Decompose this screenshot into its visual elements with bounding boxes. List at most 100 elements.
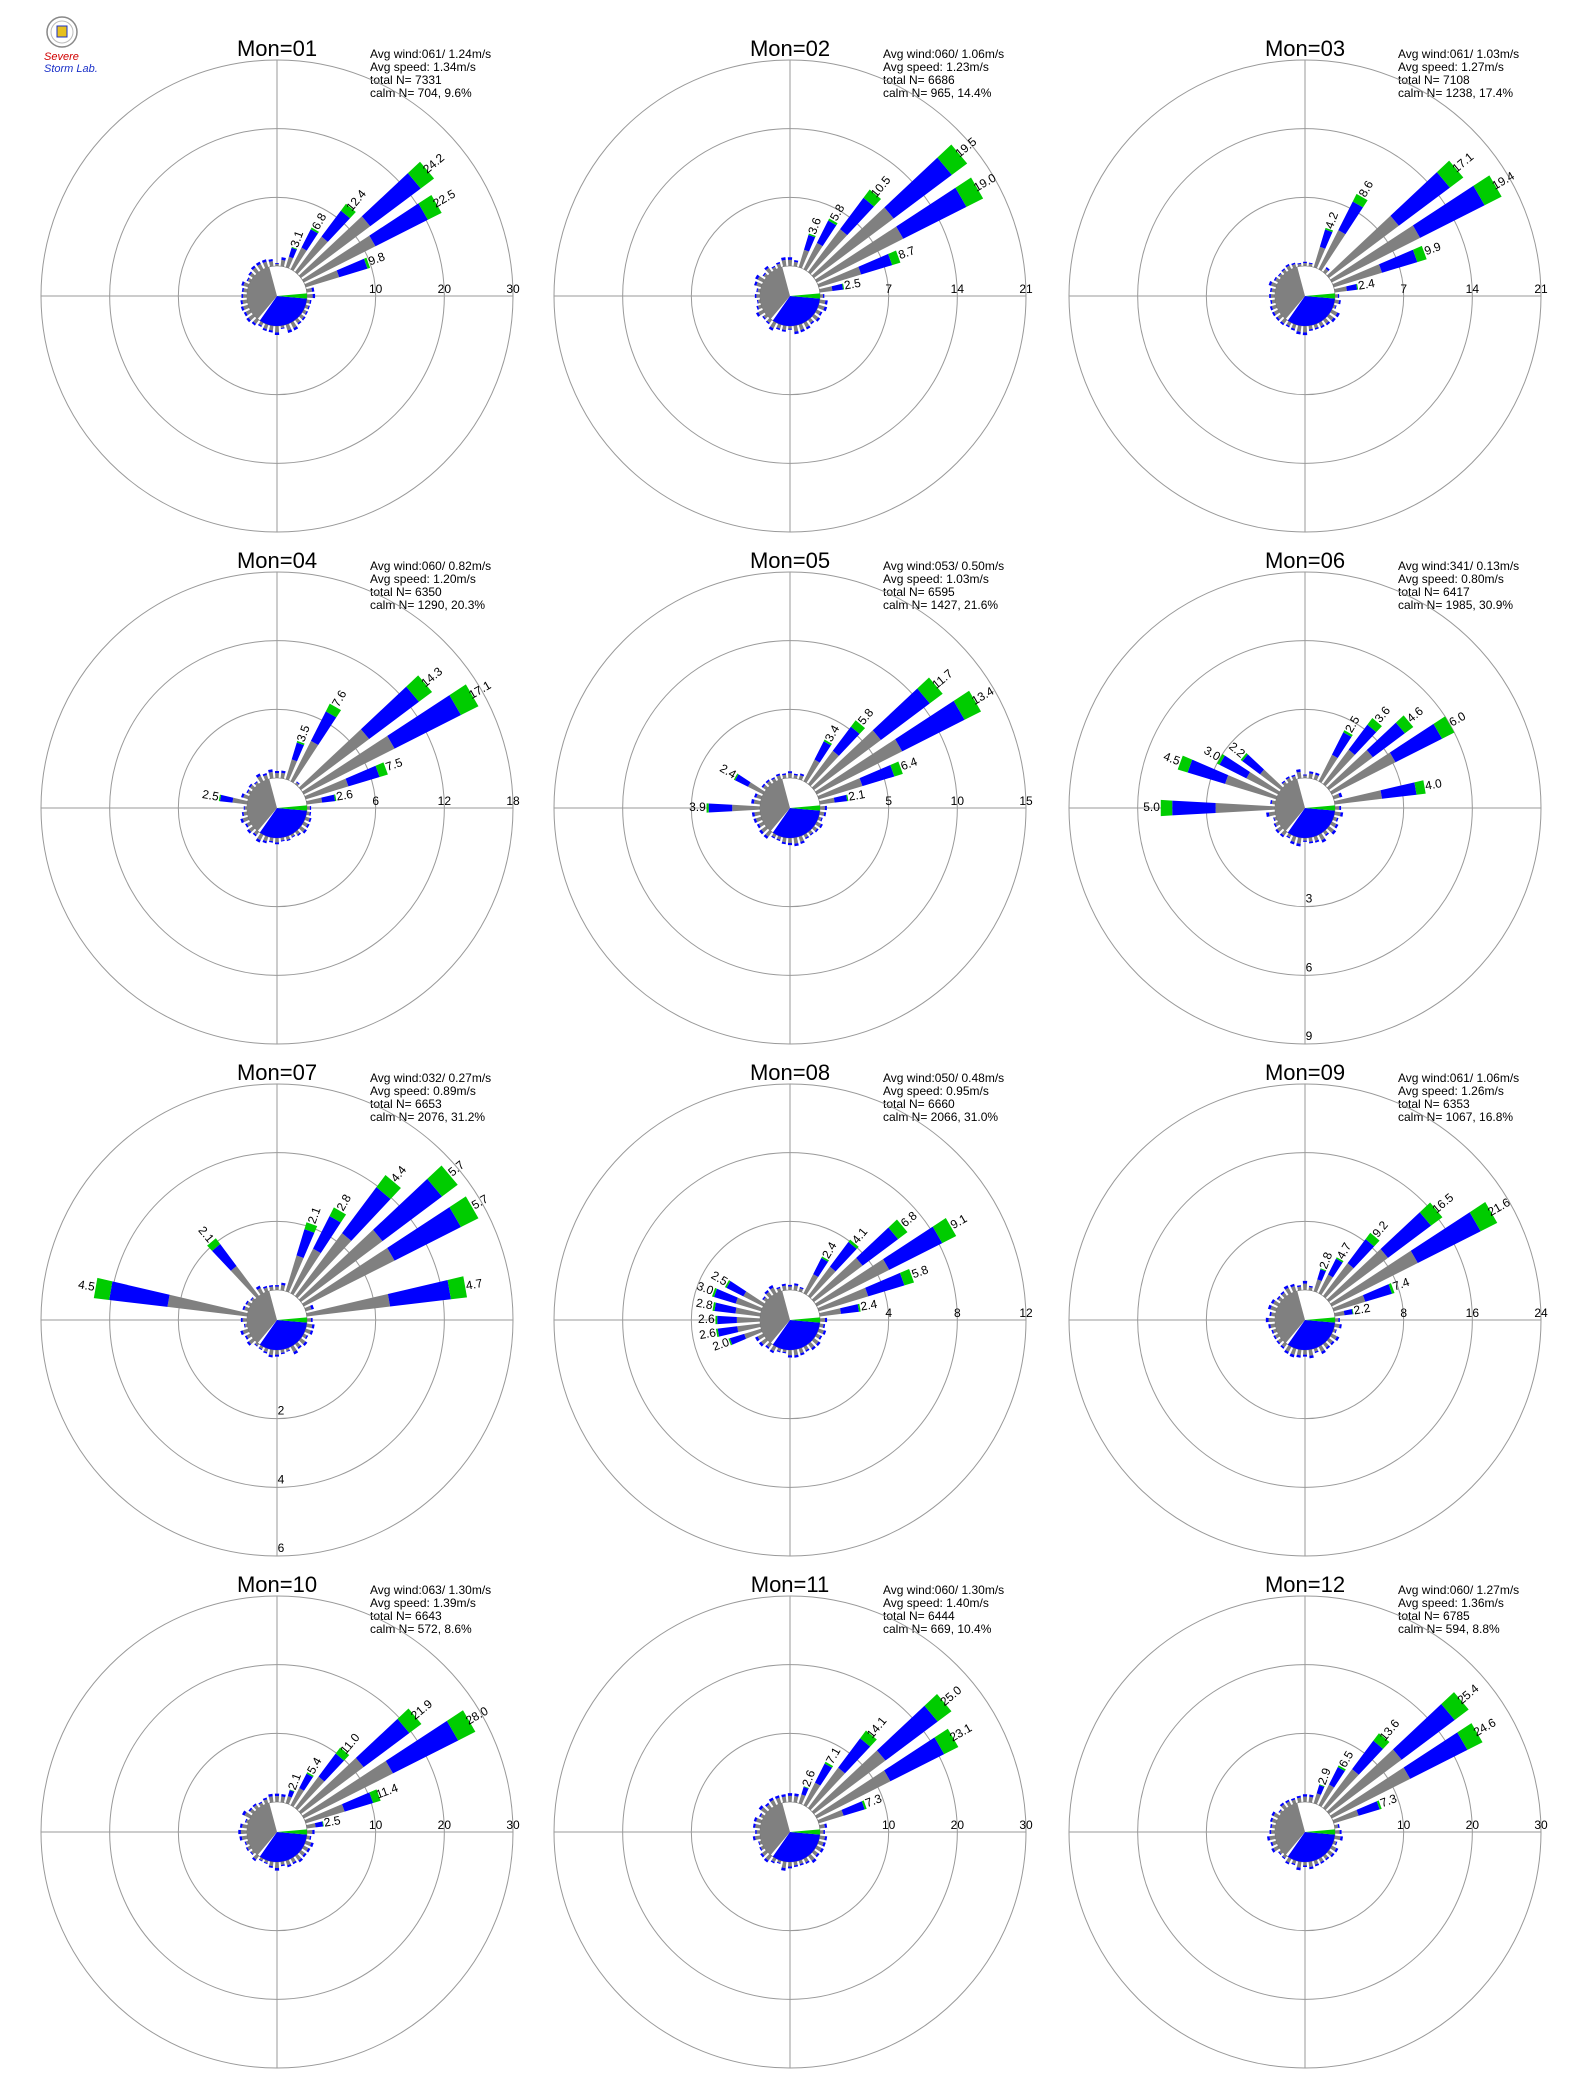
bar-segment-calm xyxy=(1296,1349,1302,1356)
bar-segment-calm xyxy=(1313,1793,1321,1805)
bar-segment-calm xyxy=(817,1840,824,1846)
bar-segment-high xyxy=(325,703,342,718)
tick-label: 10 xyxy=(1397,1818,1411,1832)
range-ring xyxy=(1137,128,1473,464)
bar-segment-low xyxy=(1328,1766,1345,1788)
bar-segment-calm xyxy=(772,266,777,271)
bar-segment-low xyxy=(239,1823,243,1828)
bar-segment-high xyxy=(924,1693,952,1722)
bar-segment-calm xyxy=(257,775,264,783)
bar-segment-high xyxy=(706,803,709,813)
bar-segment-low xyxy=(816,220,837,247)
bar-segment-low xyxy=(765,779,770,784)
bar-segment-low xyxy=(263,1350,268,1354)
bar-segment-low xyxy=(255,1285,261,1290)
bar-segment-low xyxy=(758,1805,764,1811)
bar-segment-low xyxy=(1308,262,1313,265)
bar-segment-calm xyxy=(776,323,782,329)
bar-segment-low xyxy=(1269,1830,1272,1834)
bar-segment-low xyxy=(1271,1811,1276,1817)
bar-segment-calm xyxy=(285,1796,292,1805)
bar-segment-low xyxy=(800,840,805,844)
bar-segment-low xyxy=(762,1296,766,1301)
stat-total-n: total N= 6660 xyxy=(883,1097,955,1111)
calm-wedge-calm xyxy=(1275,779,1305,831)
bar-segment-low xyxy=(814,828,819,833)
bar-segment-calm xyxy=(304,1328,311,1334)
bar-segment-calm xyxy=(1286,1801,1292,1807)
tick-label: 14 xyxy=(951,282,965,296)
bar-segment-low xyxy=(299,1773,313,1791)
bar-segment-calm xyxy=(798,1347,804,1354)
bar-segment-low xyxy=(262,1285,268,1289)
bar-segment-low xyxy=(756,305,760,310)
bar-segment-low xyxy=(262,1797,268,1801)
bar-segment-calm xyxy=(1270,1305,1278,1312)
bar-segment-low xyxy=(1276,1340,1281,1345)
bar-segment-low xyxy=(1309,1866,1314,1870)
bar-segment-calm xyxy=(252,267,260,275)
bar-segment-calm xyxy=(1215,803,1276,813)
calm-wedge-calm xyxy=(247,1803,277,1855)
bar-segment-low xyxy=(1309,1355,1314,1359)
bar-segment-high xyxy=(310,227,319,234)
stat-avg-wind: Avg wind:061/ 1.24m/s xyxy=(370,47,491,61)
bar-segment-calm xyxy=(776,775,782,781)
windrose-panel: Mon=08 Avg wind:050/ 0.48m/s Avg speed: 0.… xyxy=(535,1060,1045,1570)
bar-segment-low xyxy=(714,1302,737,1314)
bar-segment-calm xyxy=(1313,774,1319,781)
bar-segment-calm xyxy=(819,1830,824,1834)
bar-segment-calm xyxy=(1308,1349,1314,1356)
bar-segment-calm xyxy=(735,1307,761,1317)
bar-segment-low xyxy=(1380,1212,1432,1258)
bar-segment-low xyxy=(280,1352,285,1355)
tick-label: 6 xyxy=(1306,960,1313,974)
tick-label: 10 xyxy=(882,1818,896,1832)
bar-segment-low xyxy=(833,794,848,803)
bar-value-label: 3.9 xyxy=(689,800,706,814)
bar-segment-high xyxy=(711,1287,717,1298)
bar-segment-calm xyxy=(754,811,761,817)
bar-segment-calm xyxy=(1268,1317,1276,1323)
bar-segment-high xyxy=(890,761,903,777)
bar-segment-low xyxy=(1321,838,1327,843)
bar-segment-high xyxy=(1373,1733,1390,1749)
bar-segment-calm xyxy=(306,1835,310,1840)
bar-segment-calm xyxy=(240,1829,248,1835)
bar-segment-high xyxy=(296,740,305,746)
bar-value-label: 2.8 xyxy=(695,1296,714,1313)
bar-segment-low xyxy=(274,1793,280,1797)
bar-segment-low xyxy=(1280,1344,1285,1349)
bar-segment-calm xyxy=(1334,1310,1345,1317)
bar-segment-calm xyxy=(761,825,769,833)
bar-segment-low xyxy=(286,1349,291,1352)
bar-segment-calm xyxy=(1272,1328,1278,1334)
bar-segment-calm xyxy=(248,313,256,321)
bar-segment-calm xyxy=(770,1799,777,1807)
bar-value-label: 4.2 xyxy=(1322,210,1341,231)
tick-label: 10 xyxy=(369,282,383,296)
stat-avg-speed: Avg speed: 1.23m/s xyxy=(883,60,989,74)
bar-segment-calm xyxy=(819,1308,842,1317)
bar-segment-calm xyxy=(788,837,792,843)
bar-segment-low xyxy=(760,1853,765,1858)
bar-segment-low xyxy=(823,812,827,817)
bar-segment-calm xyxy=(242,1328,250,1335)
bar-segment-calm xyxy=(788,1286,792,1291)
bar-segment-calm xyxy=(1326,313,1334,321)
bar-segment-low xyxy=(1347,1239,1375,1269)
bar-segment-calm xyxy=(1268,811,1276,817)
bar-segment-calm xyxy=(242,1823,248,1829)
bar-segment-calm xyxy=(1334,1835,1341,1841)
bar-segment-high xyxy=(335,1747,350,1761)
bar-segment-low xyxy=(387,695,461,749)
tick-label: 8 xyxy=(954,1306,961,1320)
bar-segment-calm xyxy=(1303,1861,1307,1866)
bar-segment-low xyxy=(281,257,286,261)
bar-segment-calm xyxy=(306,797,323,805)
bar-segment-low xyxy=(274,842,280,845)
bar-segment-low xyxy=(1269,1311,1272,1316)
bar-segment-calm xyxy=(1326,749,1373,791)
